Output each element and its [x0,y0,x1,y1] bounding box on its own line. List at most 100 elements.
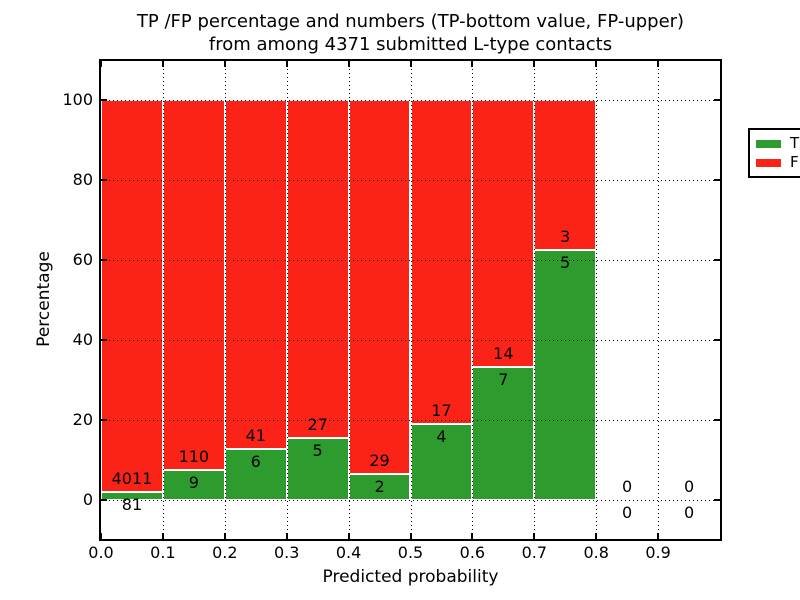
fp-count-label: 0 [683,477,695,496]
x-tick-label: 0.7 [521,543,548,562]
vertical-gridline [348,61,350,539]
tp-count-label: 5 [560,253,571,272]
fp-count-label: 41 [245,425,266,445]
fp-count-label: 29 [369,451,390,471]
y-tick-label: 60 [72,250,93,269]
legend-swatch-icon [756,139,781,148]
y-tick-label: 40 [72,330,93,349]
y-tick-mark [714,499,720,501]
tp-count-label: 9 [188,472,199,492]
tp-count-label: 5 [312,440,323,460]
fp-bar-segment [348,100,411,475]
plot-canvas: 4011 81 110 9 41 6 27 5 29 2 17 4 14 7 3 5 0 0 0 0 [101,61,720,539]
y-tick-mark [101,419,107,421]
x-tick-mark [409,61,412,67]
tp-bar-segment [348,474,411,500]
x-tick-label: 0.8 [583,543,609,562]
x-tick-mark [223,533,226,539]
x-tick-mark [409,533,412,539]
x-tick-label: 0.9 [645,543,671,562]
fp-count-label: 14 [493,343,514,363]
x-tick-mark [347,533,350,539]
legend-entry: FP [756,153,800,172]
vertical-gridline [472,61,474,539]
fp-count-label: 17 [431,400,452,420]
y-tick-label: 0 [82,490,93,509]
chart-title-line1: TP /FP percentage and numbers (TP-bottom… [136,11,685,32]
tp-bar-segment [101,492,163,500]
y-tick-mark [714,419,720,421]
legend-swatch-icon [756,158,781,167]
fp-bar-segment [224,100,287,449]
legend: TPFP [748,128,800,178]
x-tick-label: 0.3 [273,543,300,562]
x-tick-label: 0.6 [459,543,486,562]
y-tick-label: 100 [62,90,93,109]
y-tick-mark [101,259,107,261]
x-tick-mark [101,61,102,67]
x-tick-mark [533,61,536,67]
fp-bar-segment [286,100,349,438]
x-axis-label: Predicted probability [322,567,499,587]
y-tick-mark [714,259,720,261]
y-tick-mark [101,99,107,101]
fp-count-label: 4011 [111,469,153,489]
vertical-gridline [286,61,288,539]
x-tick-mark [161,61,164,67]
x-tick-mark [223,61,226,67]
fp-bar-segment [162,100,225,470]
tp-bar-segment [286,437,349,500]
tp-count-label: 4 [436,426,447,446]
x-tick-mark [657,533,660,539]
vertical-gridline [162,61,164,539]
chart-title: TP /FP percentage and numbers (TP-bottom… [99,10,722,56]
x-tick-mark [347,61,350,67]
x-tick-mark [285,61,288,67]
plot-area: 4011 81 110 9 41 6 27 5 29 2 17 4 14 7 3 5 0 0 0 0 TPFP [99,59,800,541]
y-tick-mark [714,339,720,341]
y-tick-mark [101,179,107,181]
x-tick-mark [533,533,536,539]
tp-count-label: 81 [121,495,143,515]
fp-count-label: 27 [307,414,328,434]
x-tick-mark [471,533,474,539]
x-tick-label: 0.5 [397,543,424,562]
tp-count-label: 0 [622,503,633,522]
x-tick-label: 0.2 [212,543,238,562]
y-tick-mark [714,99,720,101]
chart-title-line2: from among 4371 submitted L-type contact… [208,34,613,55]
x-tick-mark [285,533,288,539]
x-tick-mark [101,533,102,539]
x-tick-mark [471,61,474,67]
x-tick-mark [595,533,598,539]
vertical-gridline [410,61,412,539]
x-tick-label: 0.1 [150,543,176,562]
legend-label: FP [790,153,800,171]
fp-count-label: 110 [178,446,210,466]
fp-bar-segment [410,100,473,424]
y-tick-label: 20 [72,410,93,429]
y-tick-mark [714,179,720,181]
fp-bar-segment [534,100,597,250]
tp-count-label: 0 [683,503,695,522]
vertical-gridline [224,61,226,539]
tp-bar-segment [162,469,225,500]
tp-count-label: 2 [374,477,385,497]
x-tick-mark [657,61,660,67]
tp-count-label: 6 [250,451,261,471]
vertical-gridline [534,61,536,539]
tp-count-label: 7 [498,369,509,389]
fp-bar-segment [472,100,535,367]
y-tick-label: 80 [72,170,93,189]
tp-bar-segment [472,366,535,500]
x-tick-mark [161,533,164,539]
x-tick-label: 0.4 [335,543,362,562]
fp-bar-segment [101,100,163,493]
legend-entry: TP [756,134,800,153]
fp-count-label: 3 [560,227,571,246]
vertical-gridline [596,61,598,539]
vertical-gridline [658,61,660,539]
legend-label: TP [790,134,800,152]
y-tick-mark [101,339,107,341]
x-tick-label: 0.0 [88,543,114,562]
